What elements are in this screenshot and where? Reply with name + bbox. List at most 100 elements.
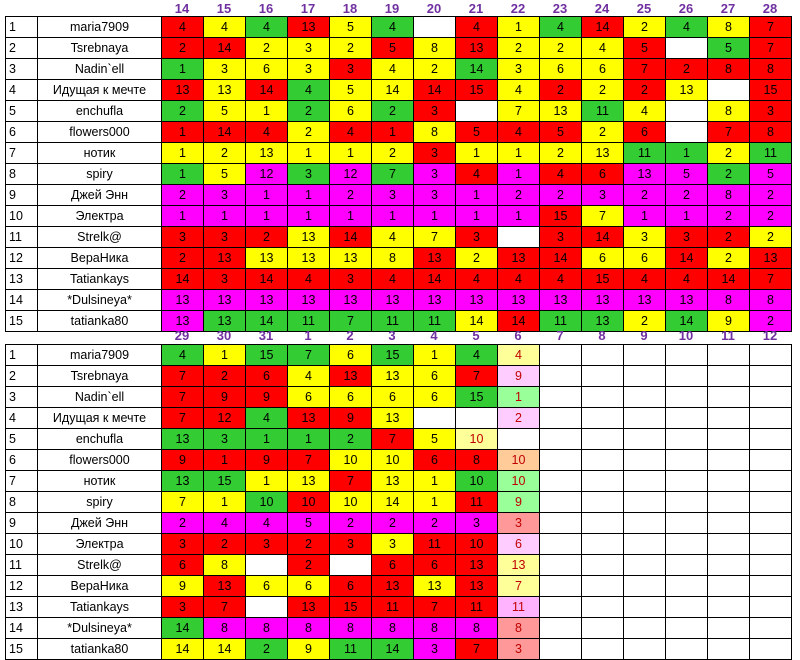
score-cell: 8 [203,617,246,639]
score-cell: 8 [413,121,456,143]
score-cell [245,554,288,576]
score-cell: 15 [455,386,498,408]
score-cell: 3 [203,184,246,206]
score-cell: 6 [329,386,372,408]
score-cell [665,638,708,660]
day-header: 24 [594,1,610,16]
score-cell: 5 [203,100,246,122]
day-header: 8 [598,328,606,343]
score-cell: 11 [497,596,540,618]
day-header: 2 [346,328,354,343]
score-cell: 3 [203,226,246,248]
score-cell: 8 [707,16,750,38]
score-cell: 13 [287,596,330,618]
score-cell: 13 [371,365,414,387]
score-cell: 4 [623,100,666,122]
score-cell [623,533,666,555]
score-cell: 6 [623,121,666,143]
score-cell: 2 [329,428,372,450]
score-cell [581,617,624,639]
row-number: 12 [5,575,38,597]
score-cell: 1 [329,205,372,227]
score-cell: 6 [497,533,540,555]
day-header: 15 [216,1,232,16]
score-cell: 2 [161,100,204,122]
table-row: 2 Tsrebnaya 2 14 2 3 2 5 8 13 2 2 4 5 5 7 [5,37,792,59]
score-cell [581,386,624,408]
score-cell [665,407,708,429]
row-number: 9 [5,184,38,206]
day-header: 5 [472,328,480,343]
score-cell: 14 [161,638,204,660]
score-cell: 15 [203,470,246,492]
score-cell: 13 [749,247,792,269]
participant-name: Tatiankays [37,268,162,290]
score-cell [665,386,708,408]
score-cell: 1 [371,205,414,227]
score-cell: 9 [707,310,750,332]
row-number: 7 [5,470,38,492]
score-cell: 10 [455,533,498,555]
score-cell: 6 [539,58,582,80]
participant-name: ВераНика [37,247,162,269]
table-row: 10 Электра 3 2 3 2 3 3 11 10 6 [5,533,792,555]
score-cell: 14 [665,247,708,269]
score-cell: 2 [665,184,708,206]
row-number: 7 [5,142,38,164]
participant-name: enchufla [37,100,162,122]
score-cell: 12 [245,163,288,185]
score-cell: 14 [371,638,414,660]
score-cell: 2 [287,121,330,143]
score-cell: 13 [497,554,540,576]
score-cell [707,533,750,555]
score-cell [581,638,624,660]
score-cell: 14 [455,58,498,80]
score-cell [665,596,708,618]
day-header: 31 [258,328,274,343]
score-cell: 14 [245,79,288,101]
score-cell: 14 [581,16,624,38]
score-cell: 8 [749,289,792,311]
score-cell [539,512,582,534]
score-cell: 8 [413,617,456,639]
score-cell [665,617,708,639]
score-cell: 14 [497,310,540,332]
score-cell: 7 [413,596,456,618]
score-cell: 1 [455,142,498,164]
score-cell: 5 [539,121,582,143]
row-number: 8 [5,491,38,513]
score-cell: 3 [329,58,372,80]
score-cell: 9 [161,449,204,471]
score-cell: 1 [161,142,204,164]
table-row: 1 maria7909 4 1 15 7 6 15 1 4 4 [5,344,792,366]
score-cell [581,575,624,597]
score-cell [749,554,792,576]
score-cell: 14 [203,121,246,143]
score-cell [749,344,792,366]
score-cell [623,428,666,450]
score-cell [539,638,582,660]
score-cell: 4 [623,268,666,290]
score-cell [539,554,582,576]
row-number: 15 [5,310,38,332]
score-cell: 4 [539,163,582,185]
score-cell: 4 [287,268,330,290]
score-cell: 14 [161,617,204,639]
score-cell: 13 [329,247,372,269]
score-cell [455,407,498,429]
score-cell: 15 [371,344,414,366]
score-cell: 14 [455,310,498,332]
score-cell: 1 [287,428,330,450]
score-cell: 4 [371,226,414,248]
day-header: 23 [552,1,568,16]
score-cell: 6 [329,344,372,366]
score-cell: 1 [329,142,372,164]
score-cell: 2 [287,554,330,576]
row-number: 12 [5,247,38,269]
score-cell: 13 [413,289,456,311]
score-cell: 13 [539,289,582,311]
score-cell [539,344,582,366]
participant-name: flowers000 [37,449,162,471]
score-cell [539,386,582,408]
score-cell: 8 [287,617,330,639]
